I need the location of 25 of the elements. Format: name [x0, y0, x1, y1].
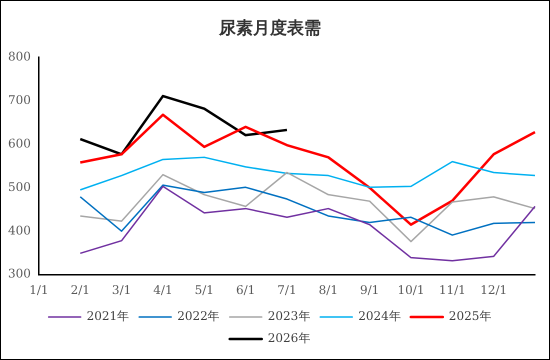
legend-label: 2021年: [86, 309, 130, 324]
legend-label: 2025年: [448, 309, 492, 324]
x-tick-label: 4/1: [153, 282, 173, 297]
x-tick-label: 2/1: [70, 282, 90, 297]
x-tick-label: 12/1: [480, 282, 508, 297]
x-tick-label: 3/1: [112, 282, 132, 297]
y-tick-label: 600: [8, 136, 31, 150]
chart-title: 尿素月度表需: [218, 18, 321, 39]
x-tick-label: 5/1: [194, 282, 214, 297]
legend-label: 2024年: [358, 309, 401, 324]
x-tick-label: 1/1: [29, 282, 49, 297]
x-tick-label: 6/1: [236, 282, 256, 297]
y-tick-label: 700: [8, 92, 31, 107]
x-tick-label: 8/1: [318, 282, 338, 297]
x-tick-label: 7/1: [277, 282, 297, 297]
legend-label: 2022年: [177, 309, 220, 324]
x-tick-label: 9/1: [360, 282, 380, 297]
x-tick-label: 10/1: [398, 282, 424, 297]
legend-label: 2026年: [268, 331, 310, 346]
y-tick-label: 500: [8, 180, 31, 194]
y-tick-label: 400: [8, 223, 31, 238]
y-tick-label: 800: [8, 50, 31, 64]
legend-label: 2023年: [268, 309, 310, 324]
x-tick-label: 11/1: [438, 282, 466, 297]
y-tick-label: 300: [8, 266, 31, 281]
